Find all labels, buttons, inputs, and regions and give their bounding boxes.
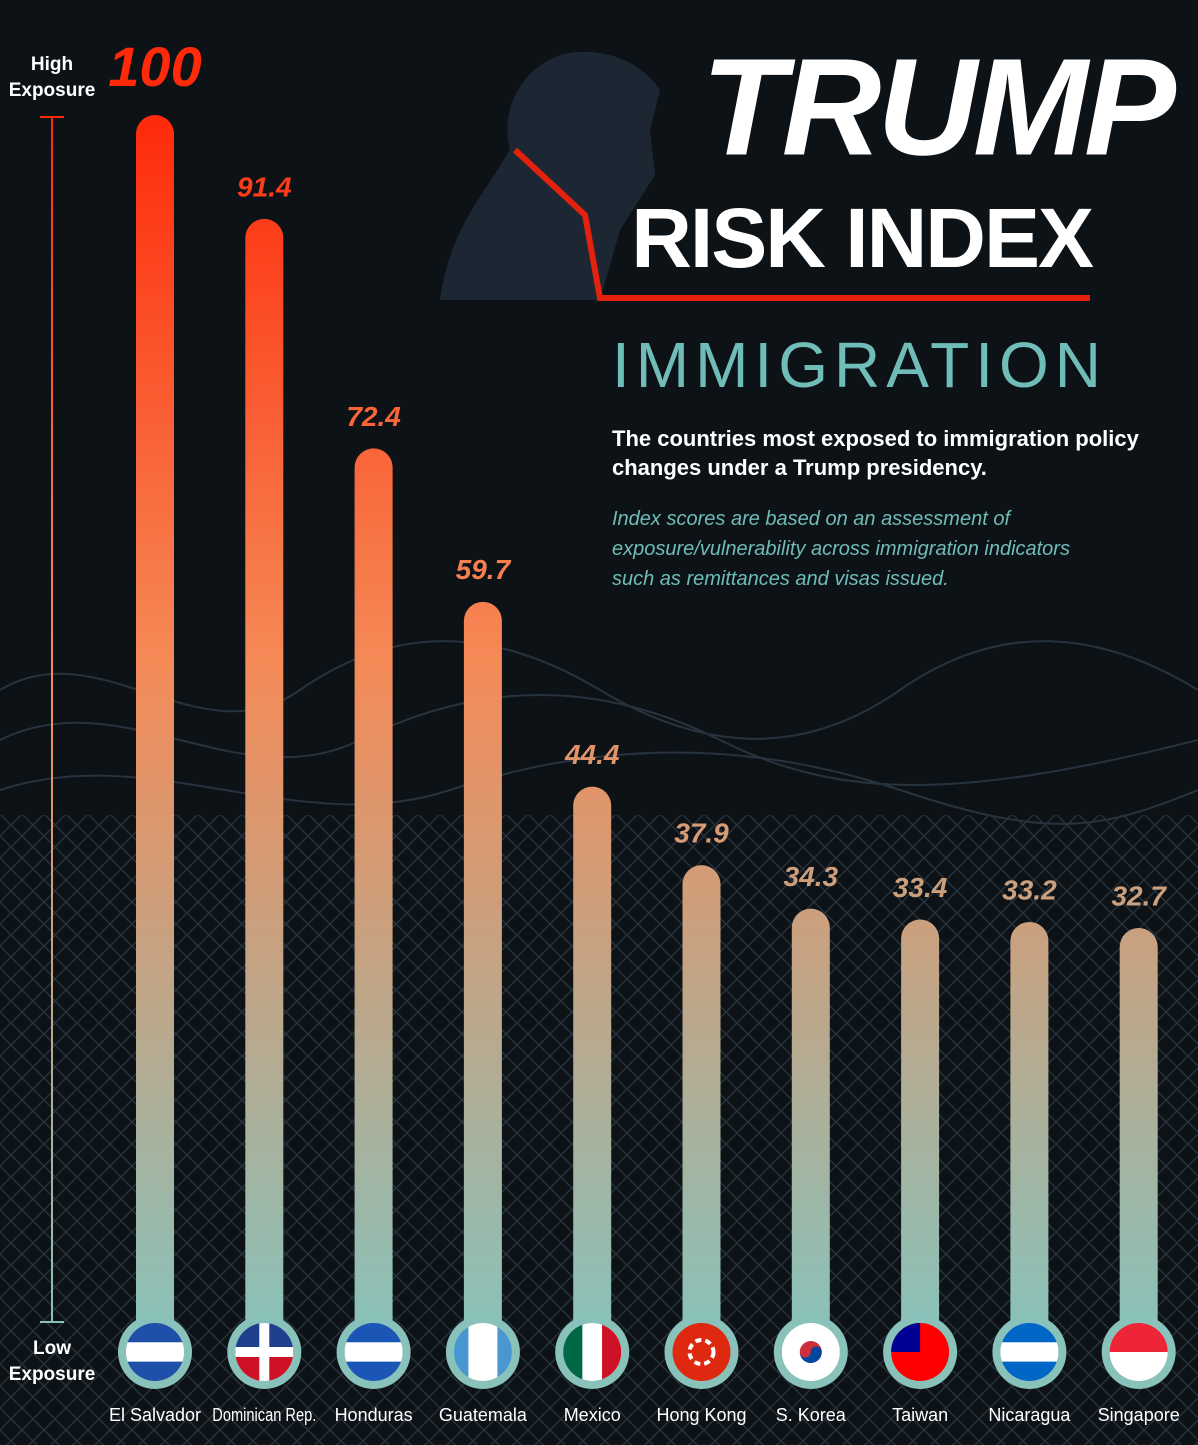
value-label: 91.4 [237, 171, 292, 202]
x-tick-label: Dominican Rep. [212, 1405, 316, 1425]
flag-stripe [344, 1361, 403, 1381]
bar [901, 919, 940, 1352]
flag-stripe [126, 1342, 184, 1362]
description: The countries most exposed to immigratio… [612, 426, 1139, 480]
title: RISK INDEX [631, 191, 1094, 285]
value-label: 33.2 [1002, 874, 1057, 905]
bar [573, 786, 612, 1352]
title-underline [512, 147, 1090, 301]
flag [672, 1323, 731, 1381]
x-tick-label: Hong Kong [656, 1405, 746, 1425]
bar [682, 865, 721, 1352]
flag-cross [259, 1323, 270, 1381]
silhouette [440, 51, 660, 300]
flag-stripe [1000, 1342, 1059, 1362]
subtitle: IMMIGRATION [612, 329, 1107, 401]
high-label: High Exposure [8, 54, 96, 101]
x-tick-label: Guatemala [439, 1405, 528, 1425]
x-tick-label: S. Korea [776, 1405, 847, 1425]
flag [453, 1323, 512, 1381]
flag-stripe [672, 1323, 731, 1381]
note: Index scores are based on an assessment … [612, 508, 1070, 590]
flag-stripe [1000, 1323, 1059, 1343]
bar [1010, 921, 1049, 1352]
flag-stripe [126, 1361, 184, 1381]
barbed-wire [0, 640, 1198, 825]
value-label: 34.3 [784, 861, 839, 892]
flag-emblem [799, 1346, 822, 1363]
x-tick-label: El Salvador [109, 1405, 201, 1425]
x-tick-label: Nicaragua [988, 1405, 1071, 1425]
bar [354, 448, 393, 1353]
value-label: 32.7 [1111, 880, 1167, 911]
flag-stripe [344, 1342, 403, 1362]
flag [563, 1323, 622, 1381]
x-tick-label: Singapore [1098, 1405, 1180, 1425]
flag [1109, 1323, 1168, 1381]
flag [344, 1323, 403, 1381]
x-tick-label: Honduras [335, 1405, 413, 1425]
bar [791, 908, 830, 1352]
flag-stripe [1000, 1361, 1059, 1381]
value-label: 72.4 [346, 401, 401, 432]
x-tick-label: Taiwan [892, 1405, 948, 1425]
flag-stripe [126, 1323, 184, 1343]
flag-stripe [344, 1323, 403, 1343]
flag [126, 1323, 184, 1381]
bar [463, 601, 502, 1352]
flag-stripe [468, 1323, 498, 1381]
flag-emblem [687, 1338, 716, 1366]
value-label: 37.9 [674, 818, 729, 849]
flag [891, 1323, 950, 1381]
low-label: Low Exposure [8, 1338, 96, 1385]
title: TRUMP [701, 30, 1177, 184]
value-label: 59.7 [456, 554, 512, 585]
bar [136, 115, 174, 1352]
value-label: 33.4 [893, 872, 948, 903]
flag [781, 1323, 840, 1381]
flag [1000, 1323, 1059, 1381]
flag [235, 1323, 294, 1381]
bar [245, 218, 284, 1353]
x-tick-label: Mexico [564, 1405, 621, 1425]
bar [1119, 927, 1158, 1352]
value-label: 100 [108, 35, 201, 98]
flag-stripe [602, 1323, 622, 1381]
value-label: 44.4 [564, 739, 620, 770]
